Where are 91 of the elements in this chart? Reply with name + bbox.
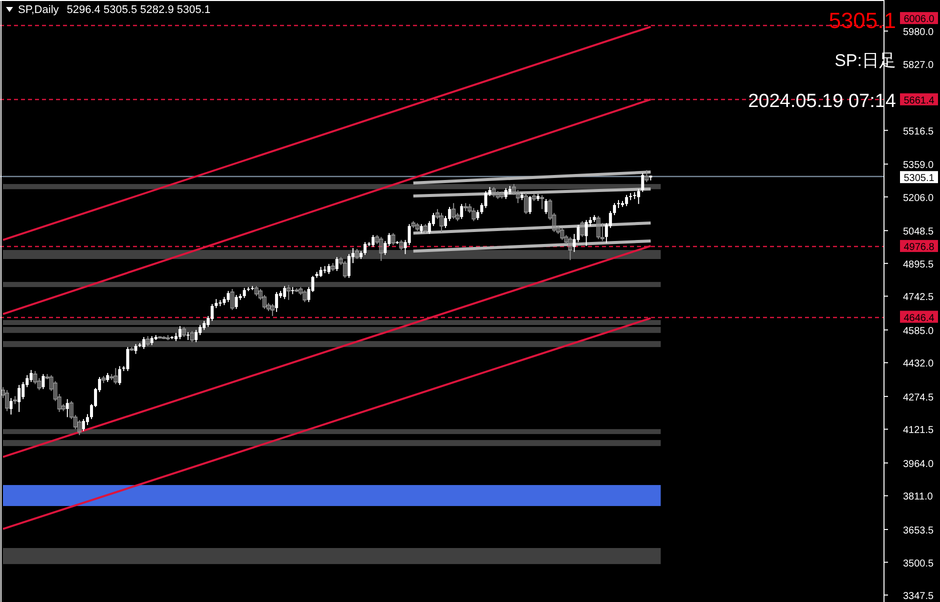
candlestick	[460, 203, 464, 220]
candlestick	[476, 209, 480, 221]
candlestick	[580, 220, 584, 238]
candlestick	[254, 286, 258, 297]
candlestick	[18, 384, 21, 412]
candlestick	[372, 234, 375, 248]
candlestick	[234, 294, 238, 310]
candlestick	[194, 329, 198, 343]
candlestick	[270, 304, 275, 316]
candlestick	[42, 374, 45, 390]
y-tick-label: 4585.0	[903, 326, 934, 337]
candlestick	[568, 236, 572, 261]
candlestick	[625, 194, 628, 207]
candlestick	[327, 263, 330, 275]
ref-line-label: 5661.4	[904, 95, 935, 106]
candlestick	[126, 346, 130, 372]
candlestick	[560, 227, 564, 240]
y-tick-label: 4742.5	[903, 292, 934, 304]
y-tick-label: 3811.0	[903, 492, 934, 503]
candlestick	[576, 224, 580, 243]
candlestick	[230, 288, 234, 310]
candlestick	[22, 381, 25, 400]
candlestick	[82, 418, 85, 432]
chart-subtitle: 5296.4 5305.5 5282.9 5305.1	[66, 4, 211, 16]
candlestick	[242, 287, 246, 298]
candlestick	[584, 220, 588, 246]
candlestick	[134, 344, 138, 354]
candlestick	[399, 239, 404, 251]
candlestick	[472, 208, 476, 222]
candlestick	[347, 254, 350, 278]
candlestick	[210, 304, 214, 322]
candlestick	[146, 336, 150, 346]
y-tick-label: 5359.0	[903, 160, 934, 172]
candlestick	[379, 236, 384, 262]
y-tick-label: 5980.0	[903, 27, 934, 38]
y-tick-label: 5827.0	[903, 60, 934, 71]
candlestick	[319, 266, 322, 278]
y-tick-label: 4274.5	[903, 392, 934, 404]
candlestick	[275, 292, 278, 312]
candlestick	[484, 190, 488, 209]
y-tick-label: 5048.5	[903, 226, 934, 238]
candlestick	[30, 369, 33, 382]
candlestick	[637, 188, 640, 204]
candlestick	[596, 215, 600, 240]
candlestick	[283, 286, 286, 300]
candlestick	[226, 290, 230, 303]
y-tick-label: 4121.5	[903, 425, 934, 436]
candlestick	[342, 260, 347, 278]
candlestick	[364, 242, 367, 256]
candlestick	[335, 256, 338, 272]
ref-line-label: 5305.1	[904, 173, 935, 184]
candlestick	[118, 366, 122, 386]
y-tick-label: 3964.0	[903, 458, 934, 470]
y-tick-label: 5206.0	[903, 192, 934, 204]
candlestick	[452, 202, 456, 220]
candlestick	[10, 398, 13, 416]
candlestick	[540, 194, 544, 210]
candlestick	[641, 172, 644, 192]
y-tick-label: 3653.5	[903, 525, 934, 536]
candlestick	[448, 206, 452, 222]
candlestick	[524, 192, 528, 215]
candlestick	[612, 202, 616, 216]
candlestick	[355, 248, 360, 260]
candlestick	[408, 224, 411, 246]
y-tick-label: 5516.5	[903, 126, 934, 138]
y-tick-label: 3347.5	[903, 591, 934, 602]
candlestick	[439, 212, 444, 233]
candlestick	[644, 170, 649, 183]
ref-line-label: 4976.8	[904, 242, 935, 253]
chart-title: SP,Daily	[18, 4, 60, 16]
candlestick	[142, 336, 146, 350]
candlestick	[286, 284, 291, 300]
candlestick	[492, 186, 496, 198]
y-tick-label: 3500.5	[903, 558, 934, 570]
candlestick	[302, 290, 307, 303]
y-tick-label: 4895.5	[903, 259, 934, 270]
candlestick	[544, 198, 548, 215]
candlestick	[504, 188, 508, 200]
candlestick	[86, 414, 89, 426]
candlestick	[5, 390, 10, 412]
candlestick	[391, 232, 396, 246]
candlestick	[178, 326, 182, 340]
y-tick-label: 4432.0	[903, 358, 934, 370]
candlestick	[66, 398, 69, 418]
ref-line-label: 4646.4	[904, 312, 935, 324]
candlestick	[190, 330, 194, 343]
candlestick	[198, 324, 202, 336]
ref-line-label: 6006.0	[904, 14, 935, 26]
candlestick	[114, 368, 118, 385]
candlestick	[528, 196, 532, 215]
candlestick	[182, 326, 186, 338]
